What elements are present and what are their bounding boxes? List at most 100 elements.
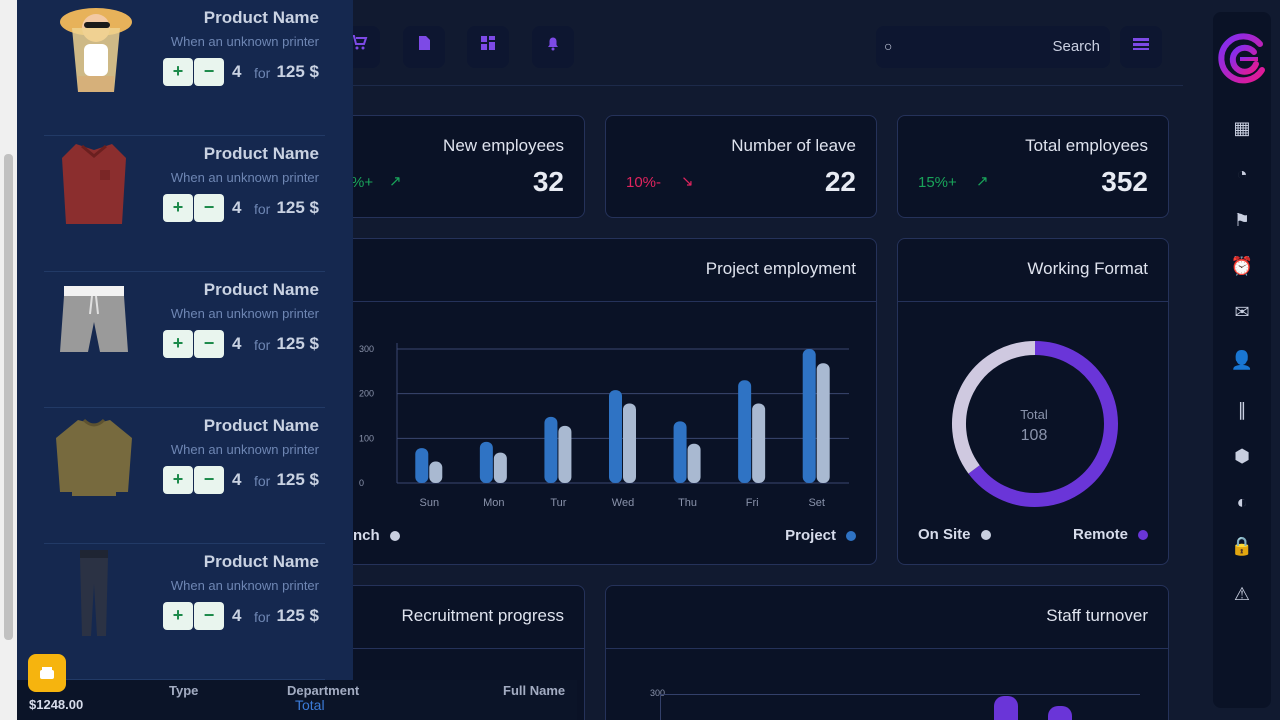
product-description: When an unknown printer xyxy=(170,306,319,321)
alarm-clock-icon[interactable]: ⏰ xyxy=(1230,256,1254,276)
increase-quantity-button[interactable]: + xyxy=(163,194,193,222)
stat-change: 15%+ xyxy=(918,174,957,191)
bar-project-tur xyxy=(544,416,558,483)
product-name: Product Name xyxy=(203,8,319,27)
bar-branch-sun xyxy=(429,461,443,483)
add-user-icon[interactable]: 👤 xyxy=(1230,350,1254,370)
gridline xyxy=(660,694,1140,695)
card-title: Recruitment progress xyxy=(401,606,564,625)
decrease-quantity-button[interactable]: − xyxy=(194,466,224,494)
product-quantity: 4 xyxy=(232,606,242,625)
stat-label: Number of leave xyxy=(731,136,856,155)
card-divider xyxy=(331,301,876,302)
product-price: 125 $ xyxy=(276,62,319,81)
brand-logo-icon xyxy=(1218,33,1265,84)
product-price: 125 $ xyxy=(276,334,319,353)
increase-quantity-button[interactable]: + xyxy=(163,330,193,358)
x-tick-label: Mon xyxy=(483,497,504,509)
decrease-quantity-button[interactable]: − xyxy=(194,602,224,630)
pie-chart-icon[interactable]: ◔ xyxy=(1236,164,1248,184)
notifications-button[interactable] xyxy=(532,26,574,68)
working-format-card: Working Format Total 108 On Site Remote xyxy=(897,238,1169,565)
cart-item: Product Name When an unknown printer + −4 fo… xyxy=(44,544,325,680)
legend-dot xyxy=(846,531,856,542)
stat-card-total-employees: Total employees 352 15%+ ↗ xyxy=(897,115,1169,218)
mail-icon[interactable]: ✉ xyxy=(1234,302,1250,322)
working-format-donut xyxy=(952,341,1118,507)
increase-quantity-button[interactable]: + xyxy=(163,466,193,494)
product-price: 125 $ xyxy=(276,198,319,217)
cart-total-amount: $1248.00 xyxy=(29,697,84,712)
x-tick-label: Tur xyxy=(550,497,566,509)
dashboard-grid-icon[interactable]: ▦ xyxy=(1233,118,1251,138)
for-label: for xyxy=(254,65,271,81)
bar-project-fri xyxy=(738,380,752,483)
documents-button[interactable] xyxy=(403,26,445,68)
document-icon xyxy=(419,36,430,50)
card-title: Working Format xyxy=(1027,259,1148,278)
y-tick-label: 200 xyxy=(359,389,374,399)
product-name: Product Name xyxy=(203,280,319,299)
cart-footer xyxy=(17,680,577,720)
search-icon: ○ xyxy=(884,38,893,54)
product-description: When an unknown printer xyxy=(170,170,319,185)
product-quantity: 4 xyxy=(232,334,242,353)
bar-project-mon xyxy=(479,441,493,483)
x-tick-label: Thu xyxy=(678,497,697,509)
satellite-dish-icon[interactable]: ◐ xyxy=(1236,492,1248,512)
donut-slice-on-site xyxy=(952,341,1036,474)
bar-project-thu xyxy=(673,421,687,483)
cart-total-label: Total xyxy=(295,697,325,713)
bar-branch-fri xyxy=(752,403,766,483)
legend-remote: Remote xyxy=(1073,526,1148,543)
decrease-quantity-button[interactable]: − xyxy=(194,58,224,86)
menu-button[interactable] xyxy=(1120,26,1162,68)
decrease-quantity-button[interactable]: − xyxy=(194,194,224,222)
product-description: When an unknown printer xyxy=(170,442,319,457)
stat-label: New employees xyxy=(443,136,564,155)
for-label: for xyxy=(254,609,271,625)
bar-project-wed xyxy=(609,390,622,483)
for-label: for xyxy=(254,337,271,353)
legend-label: nch xyxy=(353,527,380,544)
library-icon[interactable]: ∥ xyxy=(1237,400,1247,420)
product-name: Product Name xyxy=(203,144,319,163)
x-tick-label: Wed xyxy=(612,497,634,509)
stat-card-number-of-leave: Number of leave 22 10%- ↘ xyxy=(605,115,877,218)
search-placeholder: Search xyxy=(1052,38,1100,55)
header-divider xyxy=(353,85,1183,86)
cart-toggle-button[interactable] xyxy=(28,654,66,692)
boards-button[interactable] xyxy=(467,26,509,68)
x-tick-label: Set xyxy=(808,497,825,509)
product-description: When an unknown printer xyxy=(170,34,319,49)
bar-branch-mon xyxy=(493,452,507,483)
product-name: Product Name xyxy=(203,552,319,571)
stat-value: 22 xyxy=(824,166,856,197)
box-icon[interactable]: ⬢ xyxy=(1234,446,1250,466)
bell-icon xyxy=(548,37,558,51)
product-price: 125 $ xyxy=(276,606,319,625)
turnover-bar xyxy=(1048,706,1072,720)
product-name: Product Name xyxy=(203,416,319,435)
bar-project-sun xyxy=(415,448,429,483)
bar-branch-set xyxy=(816,363,830,483)
trend-up-icon: ↗ xyxy=(389,173,402,190)
warning-icon[interactable]: ⚠ xyxy=(1233,584,1251,604)
scrollbar-thumb[interactable] xyxy=(4,154,13,640)
page-scrollbar[interactable] xyxy=(0,0,17,720)
card-divider xyxy=(898,301,1168,302)
increase-quantity-button[interactable]: + xyxy=(163,602,193,630)
decrease-quantity-button[interactable]: − xyxy=(194,330,224,358)
product-quantity: 4 xyxy=(232,198,242,217)
search-input[interactable]: ○ Search xyxy=(876,26,1110,68)
project-employment-card: Project employment 0 100 200 300 Sun Mon Tur We… xyxy=(330,238,877,565)
cart-panel: Product Name When an unknown printer + −4 fo… xyxy=(17,0,353,680)
product-price: 125 $ xyxy=(276,470,319,489)
lock-icon[interactable]: 🔒 xyxy=(1230,536,1254,556)
project-employment-chart: 0 100 200 300 Sun Mon Tur Wed Thu Fri Set xyxy=(359,343,849,509)
flag-icon[interactable]: ⚑ xyxy=(1233,210,1251,230)
bar-branch-wed xyxy=(623,403,636,483)
bar-branch-tur xyxy=(558,425,572,483)
stat-value: 352 xyxy=(1101,166,1148,197)
increase-quantity-button[interactable]: + xyxy=(163,58,193,86)
